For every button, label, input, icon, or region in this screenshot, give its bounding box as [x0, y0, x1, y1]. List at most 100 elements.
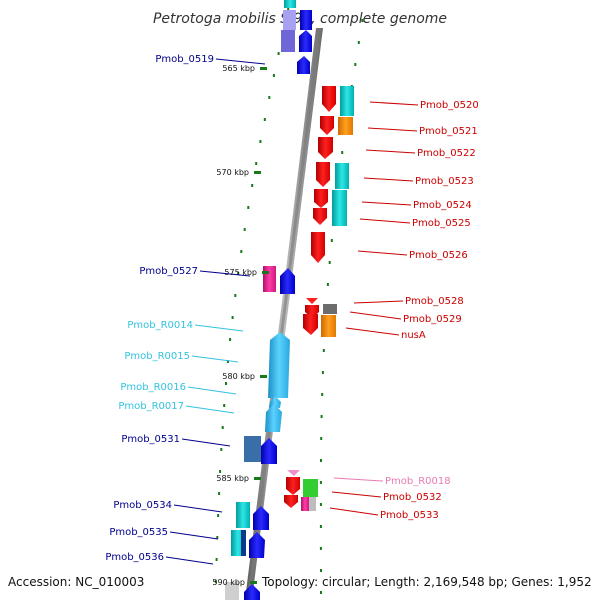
leader-line	[353, 300, 404, 304]
guide-dot	[272, 74, 275, 77]
gene-arrow	[249, 532, 265, 558]
guide-dot	[268, 96, 271, 99]
gene-arrow	[314, 189, 328, 208]
guide-dot	[361, 19, 364, 22]
guide-dot	[321, 393, 324, 396]
tick-label: 585 kbp	[216, 474, 249, 483]
gene-label: Pmob_0521	[419, 126, 478, 137]
leader-line	[359, 218, 411, 224]
guide-dot	[237, 272, 240, 275]
gene-arrow	[300, 10, 312, 30]
leader-line	[215, 58, 266, 65]
guide-dot	[221, 426, 224, 429]
guide-dot	[219, 470, 222, 473]
tick-mark	[254, 477, 261, 480]
leader-line	[369, 101, 419, 106]
guide-dot	[259, 140, 262, 143]
gene-arrow	[299, 30, 312, 52]
gene-label: Pmob_0525	[412, 218, 471, 229]
gene-arrow	[320, 116, 334, 135]
guide-dot	[320, 591, 322, 594]
gene-feature	[321, 315, 336, 337]
leader-line	[363, 177, 414, 182]
guide-dot	[341, 151, 344, 154]
guide-dot	[240, 250, 243, 253]
guide-dot	[320, 415, 323, 418]
gene-feature	[236, 502, 250, 528]
leader-line	[345, 327, 400, 336]
gene-label: Pmob_R0015	[124, 351, 190, 362]
guide-dot	[277, 52, 280, 55]
leader-line	[357, 250, 408, 256]
leader-line	[199, 270, 251, 277]
gene-arrow	[286, 477, 300, 495]
gene-label: Pmob_0520	[420, 100, 479, 111]
gene-feature	[225, 582, 239, 600]
tick-mark	[262, 271, 269, 274]
tick-label: 575 kbp	[224, 268, 257, 277]
tick-mark	[260, 375, 267, 378]
leader-line	[333, 477, 384, 482]
accession-text: Accession: NC_010003	[8, 575, 144, 589]
gene-label: Pmob_0519	[155, 54, 214, 65]
leader-line	[194, 324, 244, 332]
guide-dot	[320, 437, 323, 440]
gene-arrow	[297, 56, 310, 74]
tick-label: 570 kbp	[216, 168, 249, 177]
gene-feature	[303, 479, 318, 497]
guide-dot	[320, 459, 322, 462]
tick-mark	[250, 581, 257, 584]
scale-ticks: 565 kbp 570 kbp 575 kbp 580 kbp 585 kbp 590 k…	[212, 64, 269, 587]
leader-line	[349, 311, 402, 320]
leader-line	[173, 504, 223, 513]
guide-dot	[354, 63, 357, 66]
gene-feature	[338, 117, 353, 135]
gene-label: Pmob_0535	[109, 527, 168, 538]
guide-dot	[231, 316, 234, 319]
gene-feature	[323, 304, 337, 314]
guide-dot	[218, 492, 221, 495]
gene-label: Pmob_0536	[105, 552, 164, 563]
guide-dot	[319, 503, 322, 506]
gene-label: Pmob_R0016	[120, 382, 186, 393]
gene-arrow	[280, 268, 295, 294]
leader-line	[187, 386, 237, 395]
rna-feature	[268, 332, 290, 398]
guide-dot	[321, 371, 324, 374]
guide-dot	[229, 338, 232, 341]
leader-line	[185, 405, 235, 414]
gene-label: Pmob_0524	[413, 200, 472, 211]
forward-strand-features	[225, 0, 312, 600]
gene-arrow	[303, 314, 318, 335]
left-gene-labels: Pmob_0519 Pmob_0527 Pmob_R0014 Pmob_R0015 Pm…	[105, 54, 266, 565]
gene-label: Pmob_0528	[405, 296, 464, 307]
tick-label: 580 kbp	[222, 372, 255, 381]
leader-line	[181, 438, 231, 447]
tick-mark	[254, 171, 261, 174]
guide-dot	[247, 206, 250, 209]
guide-dot	[357, 41, 360, 44]
gene-feature	[284, 0, 296, 8]
gene-label: Pmob_0532	[383, 492, 442, 503]
gene-arrow	[316, 162, 330, 187]
gene-label: Pmob_R0014	[127, 320, 193, 331]
tick-label: 590 kbp	[212, 578, 245, 587]
gene-feature	[332, 190, 347, 226]
gene-feature	[241, 530, 246, 556]
gene-feature	[301, 497, 309, 511]
leader-line	[165, 556, 214, 565]
leader-line	[191, 355, 239, 363]
gene-feature	[309, 497, 316, 511]
gene-label: Pmob_R0017	[118, 401, 184, 412]
tick-label: 565 kbp	[222, 64, 255, 73]
gene-arrow	[322, 86, 336, 112]
guide-dot	[255, 162, 258, 165]
gene-feature	[335, 163, 349, 189]
gene-feature	[283, 10, 296, 30]
gene-arrow	[306, 298, 318, 304]
guide-dot	[287, 8, 290, 11]
gene-label: Pmob_0534	[113, 500, 172, 511]
gene-label: Pmob_0523	[415, 176, 474, 187]
leader-line	[361, 201, 412, 206]
